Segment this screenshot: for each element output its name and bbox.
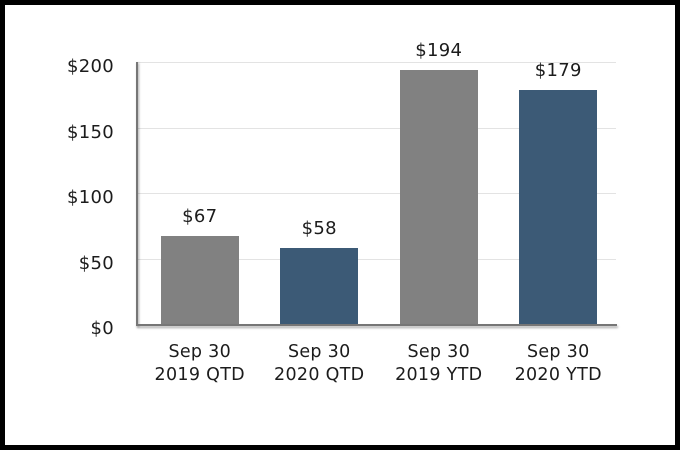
gridline [138,62,616,63]
x-tick-label: Sep 30 2019 QTD [140,341,260,387]
x-tick-line: Sep 30 [407,342,471,362]
y-tick-label: $200 [66,56,114,77]
x-tick-line: Sep 30 [168,342,232,362]
y-axis-line [136,62,138,326]
x-tick-line: 2020 YTD [514,365,602,385]
y-tick-label: $0 [90,318,114,339]
x-tick-line: 2019 YTD [395,365,483,385]
x-tick-line: 2020 QTD [274,365,365,385]
bar-value-label: $194 [415,39,463,61]
x-axis-line [136,324,617,326]
x-tick-label: Sep 30 2020 QTD [260,341,380,387]
bar-2 [280,248,359,324]
bar-4 [519,89,598,324]
x-tick-label: Sep 30 2020 YTD [499,341,619,387]
bar-value-label: $58 [301,218,337,240]
gridline [138,258,616,260]
bar-value-label: $179 [534,59,582,81]
x-axis-labels: Sep 30 2019 QTD Sep 30 2020 QTD Sep 30 2019 Y… [138,341,616,397]
y-tick-label: $100 [66,187,114,208]
plot-area: $67 $58 $194 $179 [138,40,616,324]
x-tick-line: Sep 30 [287,342,351,362]
bar-1 [160,236,239,324]
y-axis-labels: $0 $50 $100 $150 $200 [5,5,114,445]
y-tick-label: $50 [78,252,114,274]
gridline [138,127,616,129]
bar-value-label: $67 [182,206,218,228]
bar-chart: $0 $50 $100 $150 $200 $67 $58 $194 $179 Sep 30 2… [5,5,675,445]
x-tick-line: Sep 30 [526,342,590,362]
gridline [138,193,616,194]
x-tick-label: Sep 30 2019 YTD [379,341,499,387]
bar-3 [399,69,478,324]
y-tick-label: $150 [66,121,114,143]
x-tick-line: 2019 QTD [154,365,245,385]
